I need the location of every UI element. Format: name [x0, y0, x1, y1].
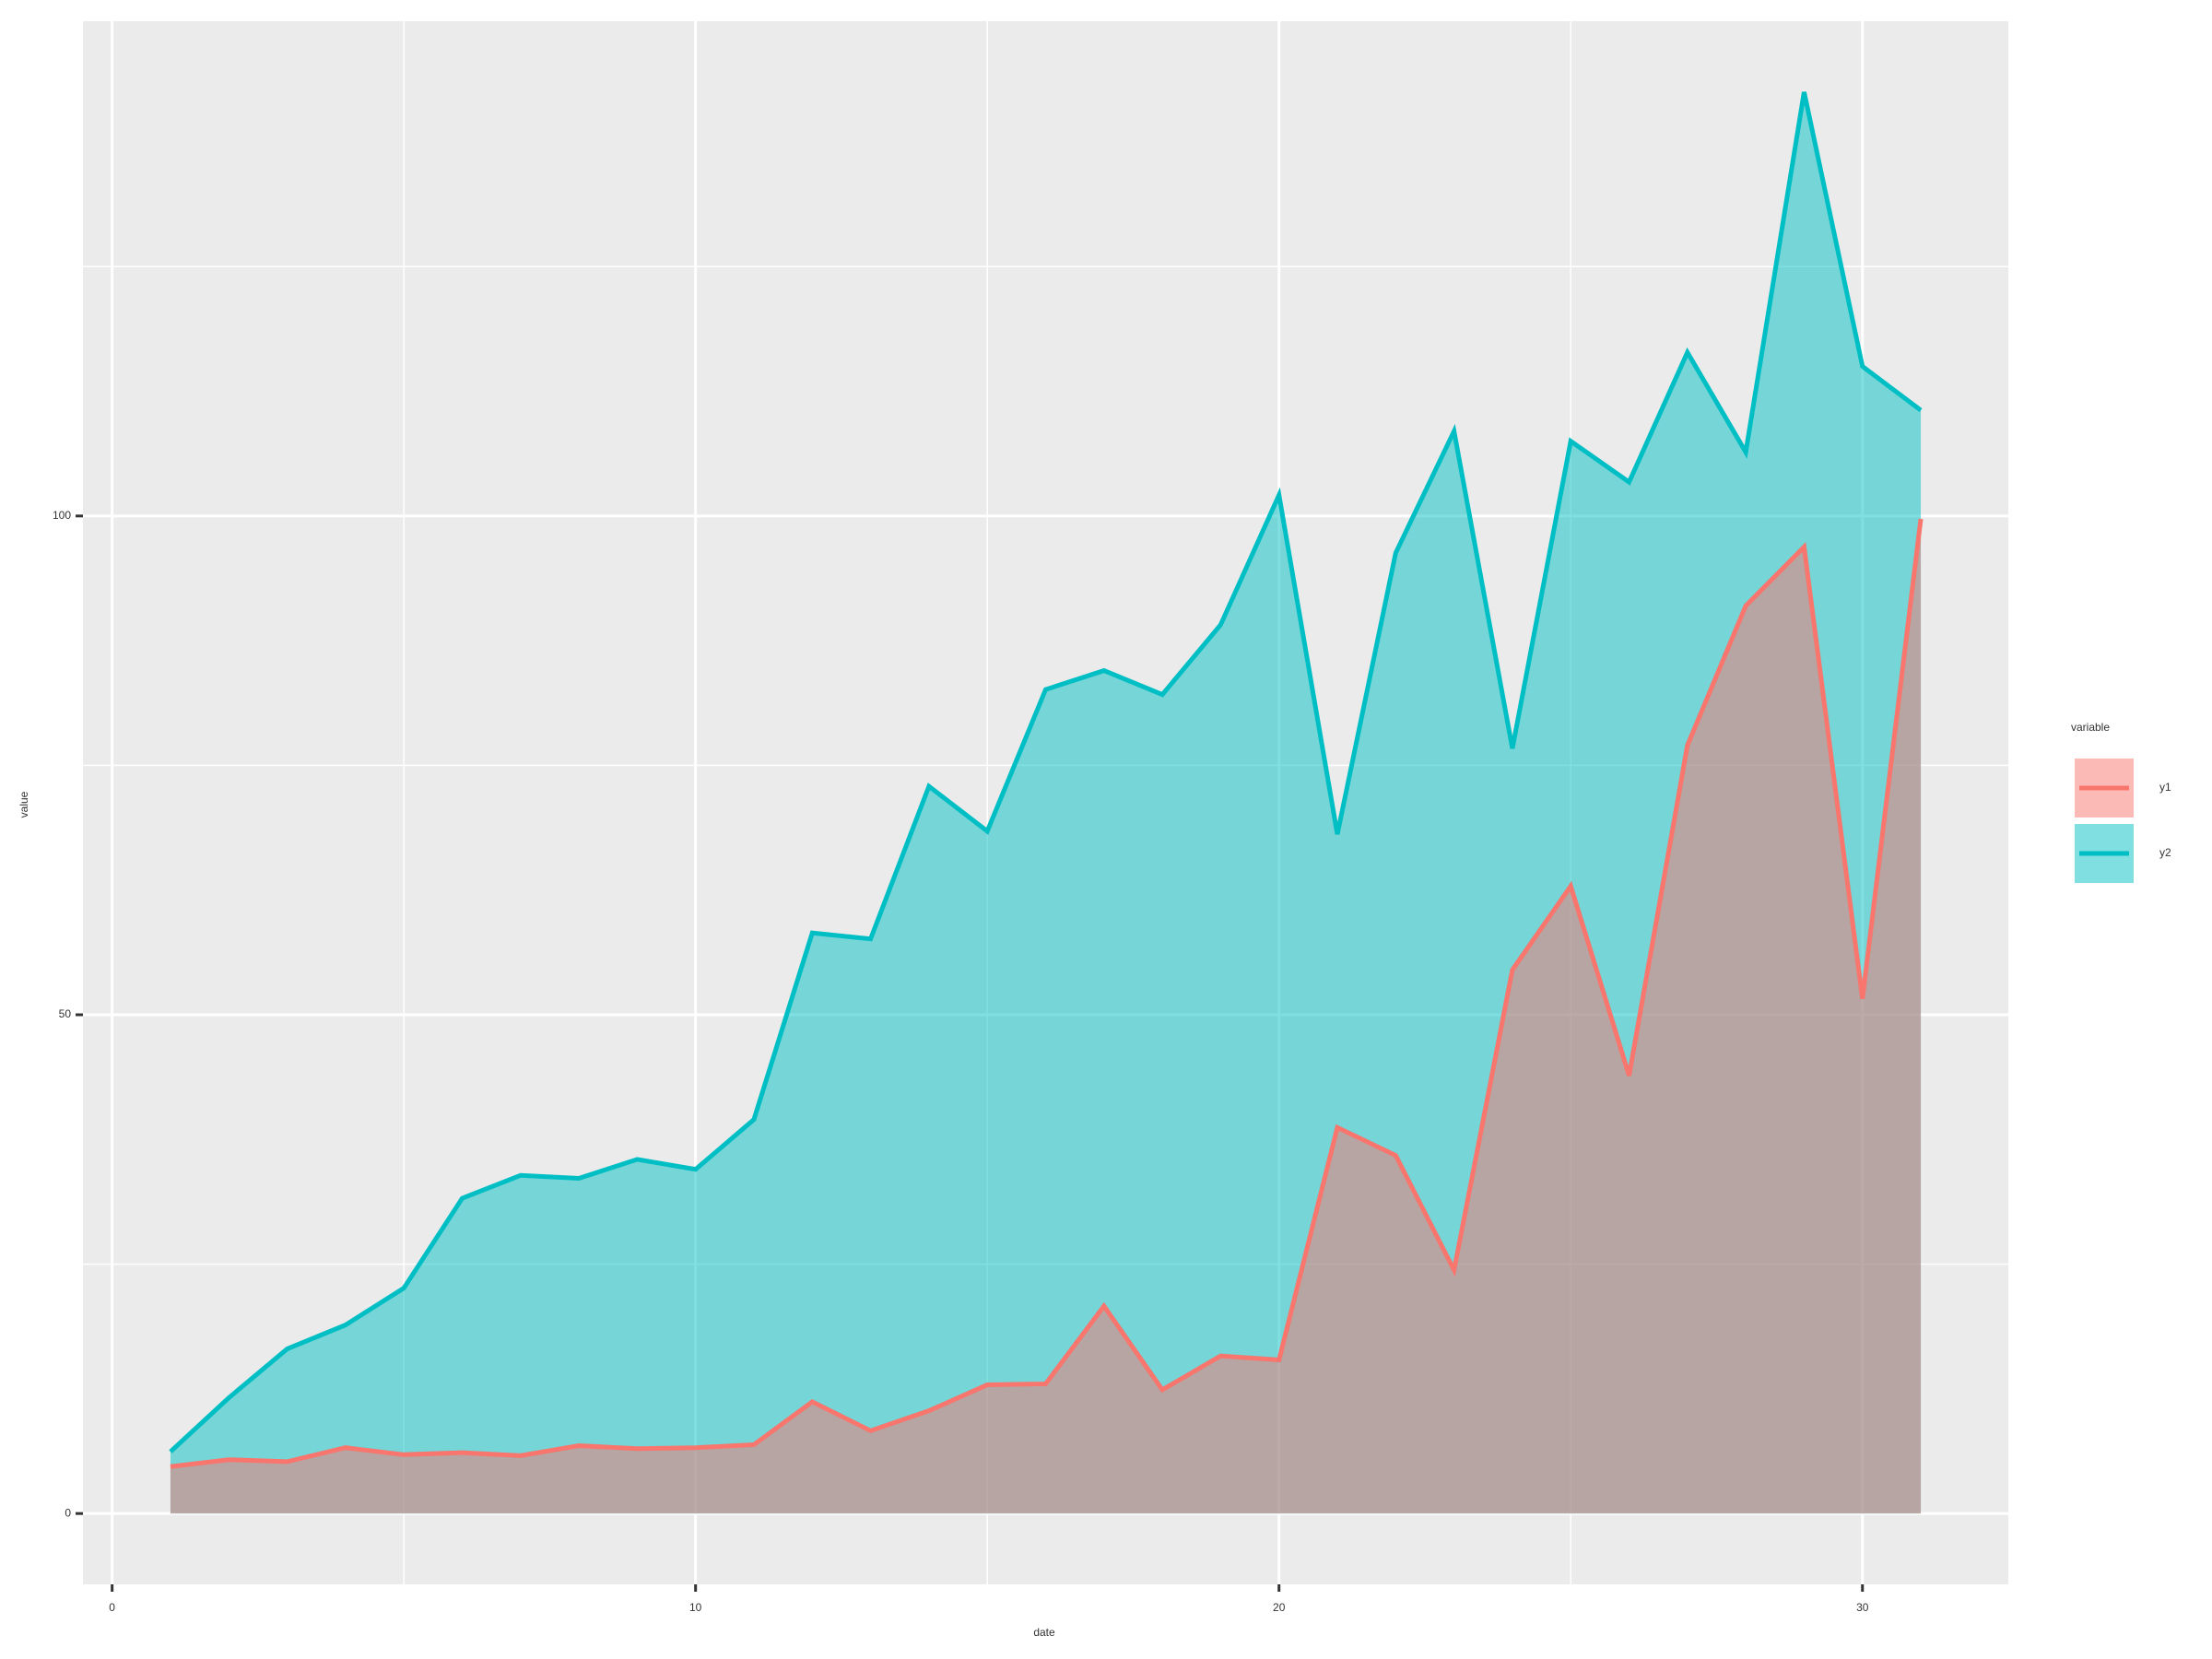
legend-label: y2	[2159, 846, 2171, 859]
y-axis-label: value	[18, 791, 30, 818]
x-tick-label: 0	[109, 1601, 115, 1614]
x-axis-label: date	[1033, 1626, 1055, 1639]
legend-title: variable	[2071, 721, 2110, 734]
y-tick-label: 50	[59, 1007, 72, 1020]
x-tick-label: 30	[1856, 1601, 1869, 1614]
line	[169, 91, 1923, 1453]
legend-label: y1	[2159, 781, 2171, 794]
area	[170, 519, 1922, 1514]
y-tick-label: 0	[65, 1506, 71, 1519]
line	[170, 518, 1924, 1469]
y-tick-label: 100	[53, 509, 71, 522]
x-tick-label: 10	[689, 1601, 702, 1614]
x-tick-label: 20	[1273, 1601, 1286, 1614]
